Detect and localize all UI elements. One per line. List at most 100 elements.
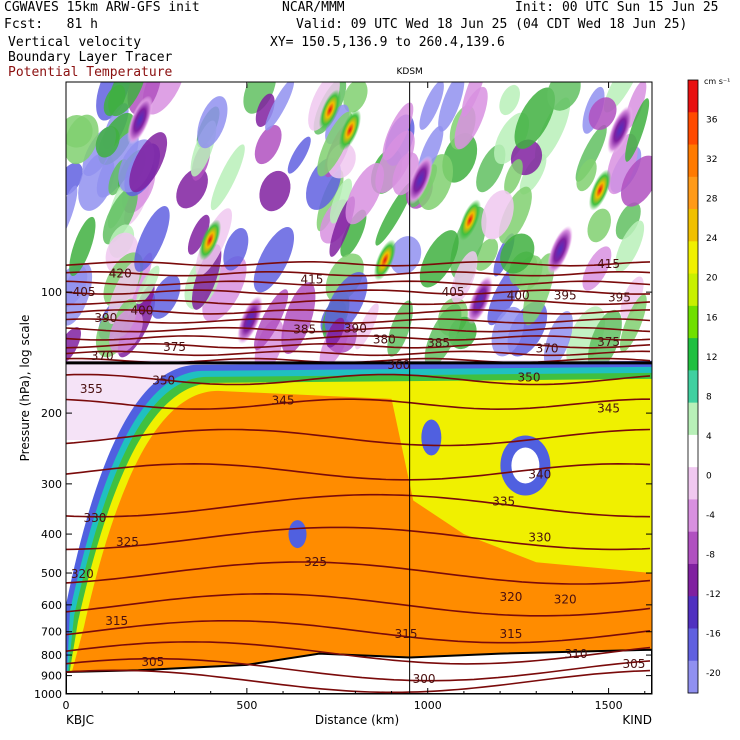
wave-cell — [587, 208, 611, 243]
theta-label: 385 — [293, 323, 316, 337]
forecast-hour: Fcst: 81 h — [4, 17, 98, 32]
wave-cell — [254, 124, 282, 165]
axes: 0 500 1000 1500 100 200 300 400 500 600 700 800 900 1… — [34, 82, 652, 712]
field-potential-temperature: Potential Temperature — [8, 65, 173, 80]
colorbar-swatch — [688, 305, 698, 339]
wave-cell — [419, 230, 459, 288]
colorbar-tick-label: -16 — [706, 630, 721, 640]
theta-contours: 420 415 415 405 405 400 400 395 395 390 390 385 385 3… — [66, 257, 652, 694]
wave-cell — [102, 186, 138, 245]
wave-cell — [620, 276, 644, 319]
theta-contour — [66, 271, 651, 277]
theta-contour — [66, 318, 651, 324]
theta-label: 390 — [344, 321, 367, 335]
colorbar-tick-label: 28 — [706, 195, 718, 205]
wave-cell — [308, 82, 340, 131]
wave-cell — [451, 251, 478, 303]
downdraft-pocket — [421, 419, 442, 456]
theta-contour — [66, 373, 651, 386]
theta-contour — [66, 620, 651, 644]
colorbar-swatch — [688, 434, 698, 468]
colorbar-swatch — [688, 209, 698, 242]
theta-label: 350 — [152, 374, 175, 388]
kdsm-label: KDSM — [396, 67, 422, 77]
wave-cell — [107, 260, 141, 324]
y-tick-label: 300 — [41, 478, 62, 491]
theta-label: 335 — [492, 495, 515, 509]
wave-updraft — [588, 169, 612, 211]
colorbar-tick-label: 24 — [706, 234, 718, 244]
wave-cell — [450, 206, 487, 279]
wave-cell — [150, 275, 181, 319]
wave-cell — [547, 82, 581, 111]
wave-cell — [587, 309, 622, 372]
wave-cell — [625, 98, 650, 162]
x-axis-label: Distance (km) — [315, 713, 399, 727]
x-tick-label: 1000 — [414, 699, 442, 712]
valid-time: Valid: 09 UTC Wed 18 Jun 25 (04 CDT Wed … — [296, 17, 688, 32]
colorbar-tick-label: -12 — [706, 590, 721, 600]
wave-cell — [375, 181, 414, 246]
wave-downdraft — [467, 275, 493, 325]
theta-label: 345 — [272, 393, 295, 407]
theta-label: 395 — [608, 290, 631, 304]
organization: NCAR/MMM — [282, 0, 345, 15]
wave-cell — [108, 82, 147, 117]
downdraft-pocket — [288, 520, 307, 549]
wave-downdraft — [407, 155, 433, 205]
updraft-core — [66, 390, 652, 694]
theta-label: 330 — [528, 531, 551, 545]
colorbar-swatch — [688, 112, 698, 146]
wave-cell — [481, 190, 514, 240]
wave-cell — [259, 170, 291, 212]
y-axis-label: Pressure (hPa), log scale — [18, 315, 32, 462]
theta-contour — [66, 280, 651, 287]
theta-contour — [66, 592, 651, 617]
theta-contour — [66, 335, 651, 341]
theta-label: 385 — [427, 336, 450, 350]
colorbar-swatch — [688, 241, 698, 275]
theta-label: 370 — [91, 349, 114, 363]
wave-cell — [287, 136, 311, 174]
wave-updraft — [318, 89, 342, 131]
colorbar-tick-label: 20 — [706, 274, 718, 284]
theta-contour — [66, 657, 651, 682]
theta-label: 300 — [413, 672, 436, 686]
colorbar-tick-label: 16 — [706, 313, 718, 323]
wave-cell — [255, 93, 275, 127]
theta-label: 375 — [597, 335, 620, 349]
colorbar-tick-label: 0 — [706, 471, 712, 481]
wave-downdraft — [547, 225, 573, 275]
wave-updraft — [338, 109, 362, 151]
colorbar-swatch — [688, 370, 698, 404]
field-vertical-velocity: Vertical velocity — [8, 35, 142, 50]
theta-label: 305 — [622, 657, 645, 671]
theta-contour — [66, 326, 651, 333]
wave-downdraft — [127, 95, 153, 145]
x-tick-label: 500 — [236, 699, 257, 712]
colorbar-swatch — [688, 660, 698, 694]
wave-cell — [66, 114, 99, 165]
wave-updraft — [458, 199, 482, 241]
wave-cell — [454, 86, 488, 150]
theta-contour — [66, 641, 651, 665]
theta-label: 305 — [141, 655, 164, 669]
right-station-label: KIND — [622, 713, 652, 727]
model-title: CGWAVES 15km ARW-GFS init — [4, 0, 200, 15]
y-tick-label: 1000 — [34, 688, 62, 701]
wave-cell — [499, 84, 520, 116]
theta-label: 375 — [163, 340, 186, 354]
colorbar-swatch — [688, 338, 698, 371]
wave-cell — [324, 272, 368, 335]
wave-cell — [382, 102, 414, 161]
theta-label: 400 — [131, 303, 154, 317]
wave-cell — [343, 82, 368, 113]
wave-cell — [620, 155, 652, 207]
wave-cell — [197, 96, 228, 149]
theta-contour — [66, 428, 651, 447]
y-tick-label: 600 — [41, 599, 62, 612]
y-tick-label: 200 — [41, 407, 62, 420]
theta-label: 345 — [597, 402, 620, 416]
theta-label: 320 — [499, 590, 522, 604]
